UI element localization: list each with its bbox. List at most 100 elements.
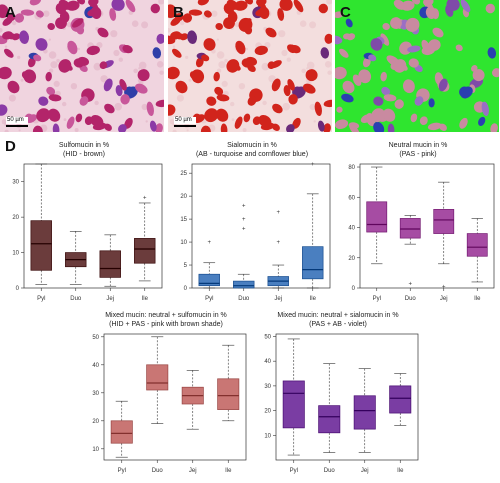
goblet-cell [214,86,224,96]
tissue-speckle [221,80,228,87]
tissue-speckle [224,58,228,63]
x-tick-label: Jej [106,296,114,302]
chart-mixed-neutral-sulfomucin: Mixed mucin: neutral + sulfomucin in % (… [80,312,252,482]
goblet-cell [346,33,356,41]
goblet-cell [215,108,229,122]
outlier-point: + [242,226,246,232]
goblet-cell [314,101,322,117]
goblet-cell [408,58,419,68]
goblet-cell [137,69,150,82]
goblet-cell [381,86,391,96]
goblet-cell [47,108,61,122]
micrograph-panel-c: C [335,0,499,132]
box-pyl [30,220,52,271]
goblet-cell [277,8,285,21]
tissue-speckle [211,10,218,17]
x-tick-label: Ile [142,296,149,302]
x-tick-label: Ile [310,296,317,302]
goblet-cell [335,66,347,80]
x-tick-label: Ile [474,296,481,302]
y-tick-label: 30 [264,384,271,390]
goblet-cell [0,4,9,16]
chart-sulfomucin: Sulfomucin in % (HID - brown) 0 10 20 30 Pyl… [0,142,168,310]
goblet-cell [90,115,104,128]
goblet-cell [421,45,435,56]
goblet-cell [215,22,223,31]
goblet-cell [290,44,301,54]
goblet-cell [20,9,35,16]
x-tick-label: Duo [152,468,164,474]
goblet-cell [59,10,70,23]
goblet-cell [155,123,163,132]
micrograph-panel-a: A 50 µm [0,0,164,132]
goblet-cell [373,96,384,106]
goblet-cell [21,71,29,80]
goblet-cell [402,79,415,94]
boxplot-svg: 0 5 10 15 20 25 Pyl Duo Jej Ile + + + + + + + [180,162,331,302]
goblet-cell [87,8,101,17]
goblet-cell [272,123,280,131]
goblet-cell [0,104,8,116]
goblet-cell [387,123,395,132]
chart-subtitle: (HID + PAS - pink with brown shade) [109,321,223,328]
x-tick-label: Pyl [205,296,213,302]
goblet-cell [146,101,154,117]
micrograph-b-image [168,0,332,132]
goblet-cell [216,94,230,102]
goblet-cell [380,71,387,82]
x-tick-label: Ile [225,468,232,474]
x-tick-label: Pyl [290,468,298,474]
chart-title: Neutral mucin in % [388,142,448,149]
outlier-point: + [276,210,280,216]
goblet-cell [320,47,330,59]
goblet-cell [345,18,353,28]
box-jej [99,250,121,278]
tissue-speckle [61,101,67,107]
goblet-cell [174,13,184,22]
box-duo [146,364,169,391]
goblet-cell [14,13,25,23]
y-tick-label: 0 [16,286,20,292]
goblet-cell [256,0,267,7]
goblet-cell [109,8,117,21]
tissue-speckle [327,70,332,75]
goblet-cell [336,106,343,113]
tissue-speckle [261,62,270,71]
goblet-cell [66,116,75,129]
tissue-speckle [110,30,118,38]
goblet-cell [438,78,448,92]
goblet-cell [115,85,123,97]
y-tick-label: 10 [264,433,271,439]
goblet-cell [245,56,258,66]
goblet-cell [487,47,497,59]
goblet-cell [172,48,182,58]
tissue-speckle [17,55,21,60]
y-tick-label: 0 [184,286,188,292]
chart-title: Mixed mucin: neutral + sulfomucin in % [105,312,227,319]
y-tick-label: 10 [180,240,187,246]
goblet-cell [52,123,60,132]
goblet-cell [99,61,108,70]
goblet-cell [339,48,349,58]
goblet-cell [4,48,14,58]
tissue-speckle [188,78,192,82]
goblet-cell [335,35,343,45]
goblet-cell [104,103,115,114]
goblet-cell [76,0,86,5]
goblet-cell [27,57,36,68]
y-tick-label: 40 [264,359,271,365]
y-tick-label: 80 [348,165,355,171]
goblet-cell [258,115,272,128]
goblet-cell [393,59,407,73]
tissue-speckle [278,30,286,38]
goblet-cell [0,66,12,80]
micrograph-panel-b: B 50 µm [168,0,332,132]
goblet-cell [234,116,243,129]
goblet-cell [383,94,397,102]
goblet-cell [150,3,161,14]
goblet-cell [19,30,30,44]
goblet-cell [271,78,281,92]
goblet-cell [478,116,486,126]
tissue-speckle [20,78,24,82]
tissue-speckle [168,28,171,33]
